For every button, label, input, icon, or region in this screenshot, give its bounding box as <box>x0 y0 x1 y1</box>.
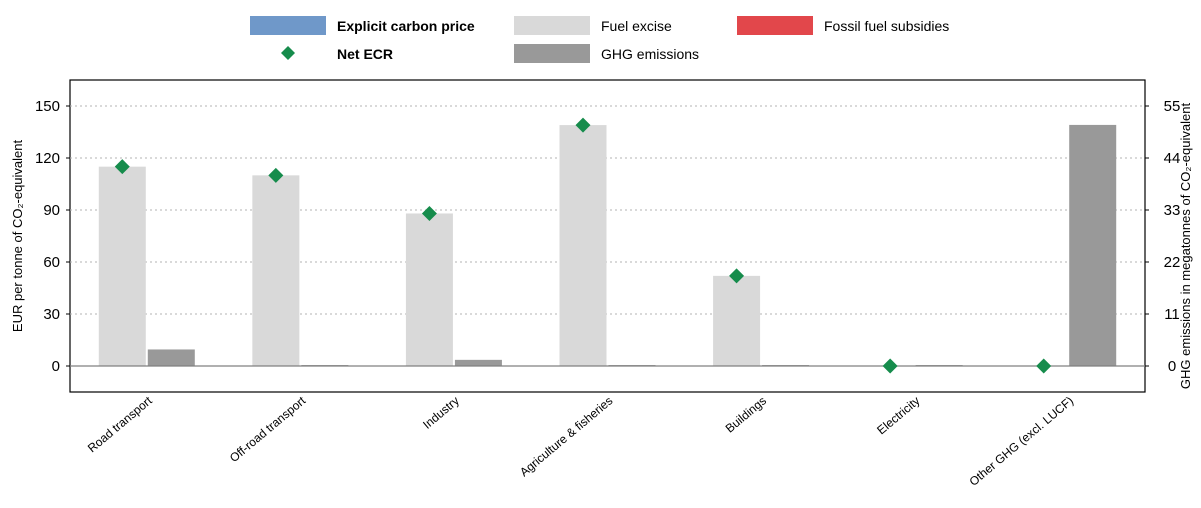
category-label-off-road-transport: Off-road transport <box>227 393 309 465</box>
marker-net-ecr <box>882 358 898 374</box>
category-label-industry: Industry <box>420 394 462 432</box>
legend-swatch-fuel-excise <box>514 16 590 35</box>
marker-net-ecr <box>114 159 130 175</box>
legend-item-fuel-excise: Fuel excise <box>514 16 672 35</box>
bar-fuel-excise <box>405 213 453 366</box>
right-tick-label: 44 <box>1164 150 1181 167</box>
right-tick-label: 0 <box>1168 358 1176 375</box>
bar-ghg-emissions <box>454 359 502 366</box>
legend-item-explicit-carbon-price: Explicit carbon price <box>250 16 475 35</box>
category-label-road-transport: Road transport <box>85 393 155 455</box>
right-tick-label: 22 <box>1164 254 1181 271</box>
marker-net-ecr <box>729 268 745 284</box>
bar-fuel-excise <box>98 166 146 366</box>
category-label-other-ghg-excl-lucf: Other GHG (excl. LUCF) <box>967 394 1077 489</box>
legend-label-net-ecr: Net ECR <box>337 46 393 62</box>
bar-fuel-excise <box>559 125 607 366</box>
category-label-buildings: Buildings <box>723 394 769 436</box>
legend-marker-net-ecr <box>281 46 295 60</box>
legend-label-fuel-excise: Fuel excise <box>601 18 672 34</box>
right-tick-label: 55 <box>1164 98 1181 115</box>
legend-swatch-fossil-fuel-subsidies <box>737 16 813 35</box>
plot-frame <box>69 79 1146 393</box>
legend-item-fossil-fuel-subsidies: Fossil fuel subsidies <box>737 16 949 35</box>
y-axis-right-title: GHG emissions in megatonnes of CO₂-equiv… <box>1178 103 1193 390</box>
marker-net-ecr <box>575 117 591 133</box>
category-label-agriculture-fisheries: Agriculture & fisheries <box>517 394 615 480</box>
legend-label-fossil-fuel-subsidies: Fossil fuel subsidies <box>824 18 949 34</box>
bar-fuel-excise <box>252 175 300 366</box>
left-tick-label: 60 <box>43 254 60 271</box>
category-label-electricity: Electricity <box>874 394 922 438</box>
right-tick-label: 33 <box>1164 202 1181 219</box>
legend-label-explicit-carbon-price: Explicit carbon price <box>337 18 475 34</box>
legend-item-ghg-emissions: GHG emissions <box>514 44 699 63</box>
marker-net-ecr <box>268 167 284 183</box>
legend-swatch-explicit-carbon-price <box>250 16 326 35</box>
legend-label-ghg-emissions: GHG emissions <box>601 46 699 62</box>
bar-ghg-emissions <box>1069 124 1117 366</box>
marker-net-ecr <box>421 205 437 221</box>
right-tick-label: 11 <box>1164 306 1180 323</box>
left-tick-label: 150 <box>35 98 60 115</box>
bar-ghg-emissions <box>147 349 195 366</box>
legend: Explicit carbon price Fuel excise Fossil f… <box>250 16 949 63</box>
left-tick-label: 0 <box>52 358 60 375</box>
y-axis-title: EUR per tonne of CO₂-equivalent <box>10 140 25 333</box>
bar-fuel-excise <box>713 275 761 366</box>
left-tick-label: 90 <box>43 202 60 219</box>
left-tick-label: 120 <box>35 150 60 167</box>
legend-item-net-ecr: Net ECR <box>281 46 393 62</box>
marker-net-ecr <box>1036 358 1052 374</box>
legend-swatch-ghg-emissions <box>514 44 590 63</box>
left-tick-label: 30 <box>43 306 60 323</box>
